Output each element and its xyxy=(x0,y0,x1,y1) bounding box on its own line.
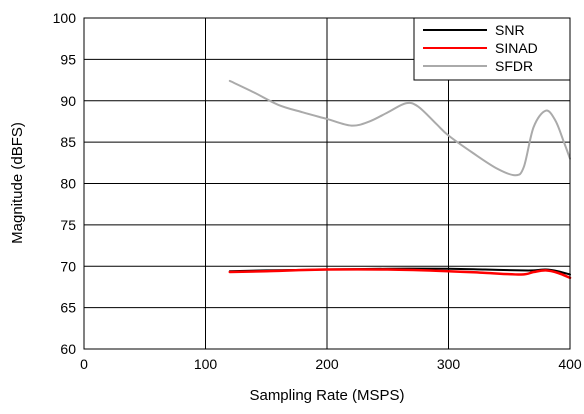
x-tick-labels: 0 100 200 300 400 xyxy=(80,356,582,372)
legend-label-snr: SNR xyxy=(495,22,525,38)
x-tick-label: 0 xyxy=(80,356,88,372)
x-axis-label: Sampling Rate (MSPS) xyxy=(249,387,404,404)
legend: SNR SINAD SFDR xyxy=(413,17,571,81)
y-axis-label: Magnitude (dBFS) xyxy=(9,122,26,244)
x-tick-label: 300 xyxy=(437,356,461,372)
y-tick-label: 95 xyxy=(60,51,76,67)
series-layer xyxy=(228,79,572,280)
legend-label-sinad: SINAD xyxy=(495,40,538,56)
x-tick-label: 100 xyxy=(194,356,218,372)
series-line-sinad xyxy=(228,268,572,280)
legend-label-sfdr: SFDR xyxy=(495,58,533,74)
plot-border xyxy=(83,17,571,350)
x-tick-label: 200 xyxy=(315,356,339,372)
series-line-sfdr xyxy=(228,79,571,177)
x-tick-label: 400 xyxy=(558,356,582,372)
y-tick-label: 90 xyxy=(60,93,76,109)
y-tick-label: 60 xyxy=(60,341,76,357)
y-tick-label: 75 xyxy=(60,217,76,233)
y-tick-label: 85 xyxy=(60,134,76,150)
y-tick-label: 100 xyxy=(53,10,77,26)
y-tick-label: 80 xyxy=(60,176,76,192)
y-tick-labels: 60 65 70 75 80 85 90 95 100 xyxy=(53,10,77,357)
y-tick-label: 65 xyxy=(60,300,76,316)
y-tick-label: 70 xyxy=(60,258,76,274)
